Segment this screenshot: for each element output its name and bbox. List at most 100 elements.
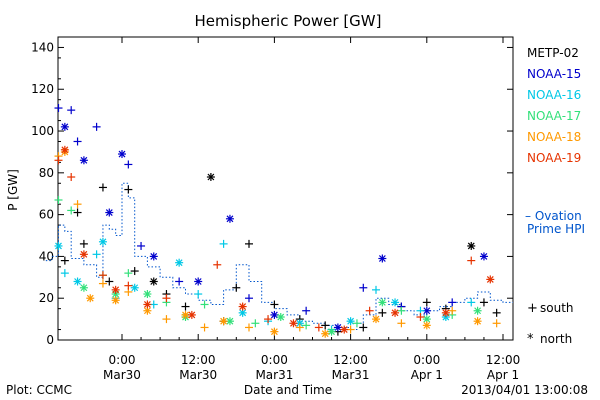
y-tick-label: 40 bbox=[39, 249, 54, 263]
south-point-metp-02 bbox=[73, 208, 82, 217]
north-point-noaa-16 bbox=[98, 237, 107, 246]
south-point-noaa-15 bbox=[67, 106, 76, 115]
south-point-metp-02 bbox=[232, 283, 241, 292]
north-point-noaa-19 bbox=[238, 302, 247, 311]
north-point-noaa-17 bbox=[79, 283, 88, 292]
north-point-noaa-17 bbox=[473, 306, 482, 315]
south-point-metp-02 bbox=[181, 302, 190, 311]
north-point-noaa-16 bbox=[130, 283, 139, 292]
x-tick-time-label: 12:00 bbox=[181, 353, 216, 367]
legend-item-noaa-18: NOAA-18 bbox=[527, 130, 581, 144]
south-point-noaa-17 bbox=[302, 321, 311, 330]
north-point-noaa-17 bbox=[276, 313, 285, 322]
north-point-noaa-15 bbox=[333, 323, 342, 332]
ovation-legend-name-1: Ovation bbox=[535, 209, 582, 223]
south-point-noaa-18 bbox=[98, 279, 107, 288]
south-point-noaa-18 bbox=[492, 319, 501, 328]
south-marker-label: south bbox=[540, 301, 574, 315]
south-point-noaa-18 bbox=[448, 306, 457, 315]
chart-title: Hemispheric Power [GW] bbox=[195, 12, 382, 30]
north-point-noaa-16 bbox=[73, 277, 82, 286]
south-point-metp-02 bbox=[359, 323, 368, 332]
north-point-noaa-15 bbox=[105, 208, 114, 217]
y-tick-label: 20 bbox=[39, 291, 54, 305]
north-point-noaa-18 bbox=[422, 321, 431, 330]
south-point-noaa-17 bbox=[67, 206, 76, 215]
south-point-noaa-15 bbox=[175, 277, 184, 286]
north-point-metp-02 bbox=[467, 241, 476, 250]
south-point-noaa-16 bbox=[467, 298, 476, 307]
south-point-noaa-17 bbox=[200, 300, 209, 309]
south-point-noaa-16 bbox=[60, 269, 69, 278]
north-marker-symbol: * bbox=[527, 332, 534, 347]
south-point-noaa-15 bbox=[73, 137, 82, 146]
south-point-noaa-16 bbox=[194, 290, 203, 299]
south-point-metp-02 bbox=[105, 277, 114, 286]
south-point-metp-02 bbox=[270, 300, 279, 309]
south-point-noaa-15 bbox=[124, 160, 133, 169]
ovation-legend-label-2: Prime HPI bbox=[527, 222, 585, 236]
north-point-noaa-18 bbox=[372, 315, 380, 324]
south-point-metp-02 bbox=[124, 185, 133, 194]
north-marker-label: north bbox=[540, 332, 572, 346]
north-point-metp-02 bbox=[149, 277, 158, 286]
north-point-noaa-15 bbox=[225, 214, 234, 223]
south-point-noaa-19 bbox=[264, 315, 273, 324]
y-axis-label: P [GW] bbox=[6, 169, 20, 211]
ovation-hpi-series bbox=[45, 182, 513, 331]
north-point-noaa-18 bbox=[111, 296, 120, 305]
south-point-metp-02 bbox=[378, 308, 387, 317]
north-point-noaa-15 bbox=[60, 122, 69, 131]
south-point-metp-02 bbox=[245, 239, 253, 248]
north-point-metp-02 bbox=[206, 173, 215, 182]
south-point-noaa-19 bbox=[467, 256, 476, 265]
south-point-noaa-19 bbox=[314, 323, 323, 332]
north-point-noaa-15 bbox=[79, 156, 88, 165]
y-tick-label: 100 bbox=[31, 124, 54, 138]
y-tick-label: 120 bbox=[31, 82, 54, 96]
south-point-noaa-17 bbox=[397, 306, 406, 315]
north-point-noaa-18 bbox=[219, 317, 228, 326]
y-tick-label: 80 bbox=[39, 166, 54, 180]
south-point-noaa-17 bbox=[251, 319, 260, 328]
north-point-noaa-19 bbox=[289, 319, 298, 328]
south-point-noaa-19 bbox=[124, 281, 133, 290]
south-point-noaa-18 bbox=[73, 200, 82, 209]
north-point-noaa-15 bbox=[378, 254, 387, 263]
south-point-noaa-15 bbox=[137, 241, 146, 250]
legend-item-metp-02: METP-02 bbox=[527, 46, 579, 60]
south-point-noaa-19 bbox=[54, 156, 63, 165]
north-point-noaa-15 bbox=[479, 252, 488, 261]
south-point-noaa-16 bbox=[219, 239, 228, 248]
north-point-noaa-15 bbox=[118, 150, 126, 159]
north-point-noaa-19 bbox=[111, 285, 120, 294]
south-point-metp-02 bbox=[130, 267, 139, 276]
south-point-noaa-18 bbox=[162, 315, 171, 324]
footer-plot-credit: Plot: CCMC bbox=[6, 383, 72, 397]
north-point-noaa-16 bbox=[346, 317, 355, 326]
south-point-metp-02 bbox=[98, 183, 107, 192]
south-point-metp-02 bbox=[479, 298, 488, 307]
south-point-noaa-17 bbox=[124, 269, 133, 278]
south-point-noaa-15 bbox=[448, 298, 457, 307]
north-point-noaa-18 bbox=[86, 294, 95, 303]
north-point-noaa-15 bbox=[194, 277, 203, 286]
ovation-legend-label: – Ovation bbox=[525, 209, 582, 223]
ovation-legend-dash: – bbox=[525, 209, 535, 223]
south-point-metp-02 bbox=[60, 256, 69, 265]
x-tick-date-label: Mar31 bbox=[255, 368, 293, 382]
south-point-noaa-15 bbox=[54, 104, 63, 113]
south-point-noaa-15 bbox=[92, 122, 101, 131]
x-tick-time-label: 0:00 bbox=[413, 353, 440, 367]
x-tick-date-label: Apr 1 bbox=[411, 368, 443, 382]
south-point-noaa-17 bbox=[54, 195, 63, 204]
south-marker-symbol: + bbox=[527, 301, 538, 316]
south-point-noaa-18 bbox=[200, 323, 209, 332]
x-tick-date-label: Mar30 bbox=[103, 368, 141, 382]
satellite-points bbox=[54, 104, 501, 338]
x-tick-date-label: Mar30 bbox=[179, 368, 217, 382]
north-point-noaa-15 bbox=[270, 310, 279, 319]
legend-item-noaa-19: NOAA-19 bbox=[527, 151, 581, 165]
north-point-noaa-18 bbox=[270, 327, 279, 336]
